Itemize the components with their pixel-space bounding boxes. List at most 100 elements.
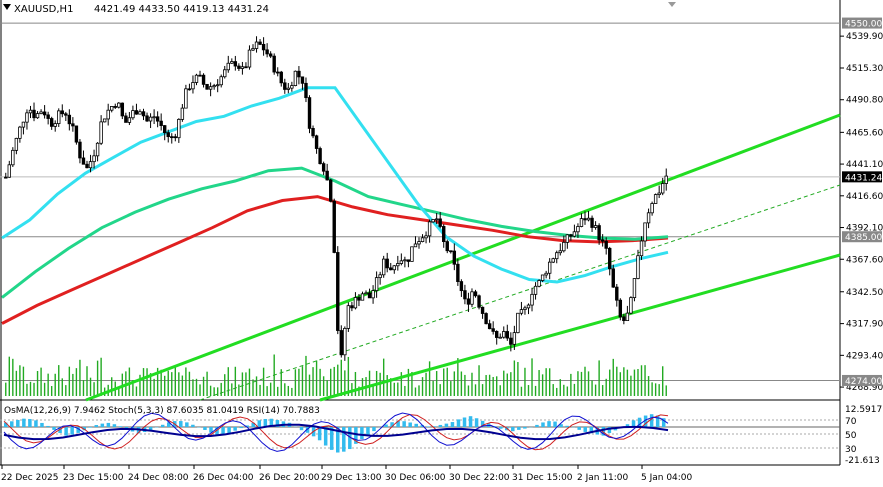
- candle-body: [223, 69, 227, 78]
- candle-body: [502, 331, 506, 338]
- candle-body: [473, 291, 478, 297]
- candle-body: [219, 76, 223, 86]
- candle-body: [42, 111, 47, 116]
- candle-body: [268, 53, 273, 57]
- osma-bar: [124, 427, 129, 429]
- candle-body: [459, 281, 464, 292]
- channel-center-line[interactable]: [199, 184, 841, 401]
- channel-upper-line[interactable]: [85, 113, 841, 402]
- candle-body: [215, 84, 220, 87]
- osma-bar: [34, 420, 38, 427]
- subpanel-scale-bottom: -21.613: [845, 456, 880, 466]
- candle-body: [438, 218, 442, 227]
- indicator-subpanel[interactable]: OsMA(12,26,9) 7.9462 Stoch(5,3,3) 87.603…: [0, 405, 882, 466]
- ema-mid-line[interactable]: [1, 166, 669, 299]
- candle-body: [396, 263, 400, 267]
- candle-body: [339, 330, 343, 356]
- osma-bar: [649, 414, 654, 427]
- candle-body: [597, 225, 601, 241]
- candle-body: [74, 125, 79, 143]
- candle-body: [32, 109, 36, 119]
- candle-body: [46, 114, 50, 119]
- candle-body: [191, 82, 195, 90]
- candle-body: [321, 163, 326, 172]
- candle-body: [378, 274, 382, 279]
- price-tick-label: 4515.30: [846, 64, 883, 74]
- candle-body: [456, 263, 460, 282]
- ema-fast-line[interactable]: [1, 86, 669, 284]
- candle-body: [569, 234, 573, 237]
- candle-body: [60, 110, 64, 115]
- candle-body: [565, 234, 570, 243]
- candle-body: [381, 258, 386, 276]
- regression-channel[interactable]: [85, 113, 841, 402]
- candle-body: [110, 106, 114, 111]
- osma-bar: [583, 427, 587, 432]
- candle-body: [505, 331, 509, 339]
- candle-body: [336, 252, 340, 331]
- price-axis[interactable]: 4539.90 4515.30 4490.80 4465.60 4441.10 4416.…: [840, 32, 883, 393]
- stoch-main-line: [3, 412, 669, 452]
- price-tick-label: 4293.40: [846, 351, 883, 361]
- osma-bar: [16, 419, 20, 427]
- price-tick-label: 4465.60: [846, 128, 883, 138]
- candle-body: [661, 183, 665, 194]
- candle-body: [646, 212, 651, 224]
- candle-body: [608, 247, 612, 270]
- osma-bar: [661, 418, 666, 427]
- osma-bar: [547, 421, 551, 427]
- osma-bar: [601, 427, 606, 436]
- candle-body: [413, 243, 418, 248]
- osma-bar: [245, 425, 249, 427]
- osma-bar: [185, 422, 189, 427]
- osma-bar: [227, 427, 231, 434]
- osma-bar: [52, 427, 56, 430]
- candle-body: [184, 88, 188, 109]
- candle-body: [4, 176, 8, 179]
- candle-body: [21, 121, 26, 128]
- candle-body: [163, 125, 167, 134]
- osma-bar: [565, 425, 569, 427]
- candle-body: [325, 170, 329, 181]
- osma-bar: [179, 421, 183, 427]
- time-axis[interactable]: 22 Dec 2025 23 Dec 15:00 24 Dec 08:00 26 De…: [1, 465, 693, 483]
- candle-body: [516, 312, 520, 334]
- candle-body: [318, 148, 322, 165]
- candle-body: [131, 110, 135, 119]
- osma-bar: [408, 422, 412, 427]
- candle-body: [124, 115, 128, 123]
- scroll-marker-icon[interactable]: [668, 2, 676, 7]
- candlesticks[interactable]: [4, 36, 668, 361]
- collapse-triangle-icon[interactable]: [3, 4, 11, 10]
- candle-body: [509, 337, 513, 345]
- osma-bar: [354, 427, 358, 444]
- candle-body: [399, 260, 404, 264]
- candle-body: [194, 74, 199, 83]
- osma-bar: [420, 425, 425, 427]
- candle-body: [314, 135, 319, 149]
- osma-bar: [637, 417, 642, 427]
- candle-body: [629, 297, 633, 314]
- candle-body: [170, 136, 174, 139]
- price-tag-low: 4274.00: [842, 374, 882, 387]
- candle-body: [643, 222, 647, 242]
- chart-header: XAUUSD,H1 4421.49 4433.50 4419.13 4431.2…: [3, 2, 676, 15]
- osma-bar: [643, 415, 648, 427]
- candle-body: [230, 61, 234, 64]
- candle-body: [625, 312, 630, 322]
- candle-body: [244, 66, 248, 69]
- candle-body: [102, 118, 107, 123]
- candle-body: [25, 112, 29, 123]
- candle-body: [88, 161, 93, 169]
- candle-body: [39, 111, 43, 115]
- candle-body: [212, 85, 216, 88]
- symbol-label: XAUUSD,H1: [14, 4, 73, 15]
- candle-body: [491, 328, 495, 332]
- candle-body: [353, 297, 358, 309]
- candle-body: [374, 277, 379, 291]
- channel-lower-line[interactable]: [319, 253, 841, 402]
- subpanel-scale-50: 50: [845, 431, 857, 441]
- osma-bar: [10, 421, 14, 427]
- osma-bar: [342, 427, 346, 452]
